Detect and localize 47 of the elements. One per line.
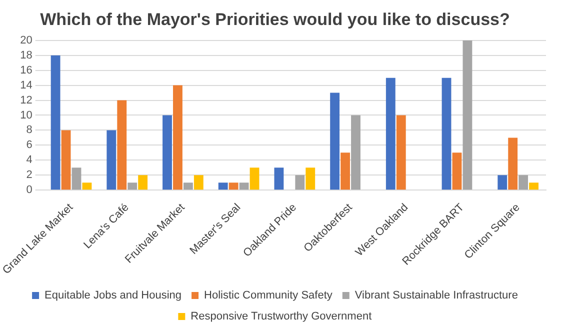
bar bbox=[50, 55, 60, 190]
legend-label: Responsive Trustworthy Government bbox=[190, 310, 372, 323]
bar bbox=[386, 78, 396, 190]
bar bbox=[442, 78, 452, 190]
bar bbox=[239, 182, 249, 190]
legend-label: Vibrant Sustainable Infrastructure bbox=[354, 290, 518, 302]
bar bbox=[330, 92, 340, 190]
y-tick-label: 8 bbox=[26, 124, 32, 136]
bar bbox=[183, 182, 193, 190]
bar bbox=[351, 115, 360, 190]
y-tick-label: 0 bbox=[26, 184, 32, 196]
bar bbox=[138, 175, 148, 190]
bar bbox=[173, 85, 182, 190]
bar bbox=[306, 168, 316, 190]
bar bbox=[340, 152, 350, 190]
legend-label: Equitable Jobs and Housing bbox=[44, 290, 182, 302]
bar bbox=[194, 175, 204, 190]
y-tick-label: 16 bbox=[20, 64, 32, 76]
y-tick-label: 4 bbox=[26, 154, 32, 166]
legend-label: Holistic Community Safety bbox=[204, 290, 333, 302]
y-tick-label: 14 bbox=[20, 79, 32, 92]
bar bbox=[529, 182, 538, 190]
bar bbox=[228, 182, 238, 190]
bar bbox=[295, 175, 305, 190]
chart-title: Which of the Mayor's Priorities would you like to discuss? bbox=[40, 10, 510, 29]
y-tick-label: 12 bbox=[20, 94, 32, 106]
bar bbox=[274, 168, 284, 190]
bar bbox=[508, 138, 518, 190]
bar bbox=[128, 182, 138, 190]
bar bbox=[72, 168, 82, 190]
bar bbox=[462, 40, 472, 190]
y-tick-label: 20 bbox=[20, 34, 32, 46]
bar bbox=[82, 182, 92, 190]
bar bbox=[218, 182, 228, 190]
bar bbox=[117, 100, 127, 190]
bar bbox=[452, 152, 462, 190]
y-tick-label: 18 bbox=[20, 49, 32, 62]
bar bbox=[518, 175, 528, 190]
bar bbox=[106, 130, 116, 190]
y-tick-label: 10 bbox=[20, 109, 32, 122]
bar bbox=[162, 115, 172, 190]
y-tick-label: 6 bbox=[26, 139, 32, 152]
y-tick-label: 2 bbox=[26, 169, 32, 182]
bar bbox=[396, 115, 406, 190]
bar bbox=[250, 168, 260, 190]
bar bbox=[498, 175, 508, 190]
bar bbox=[61, 130, 71, 190]
